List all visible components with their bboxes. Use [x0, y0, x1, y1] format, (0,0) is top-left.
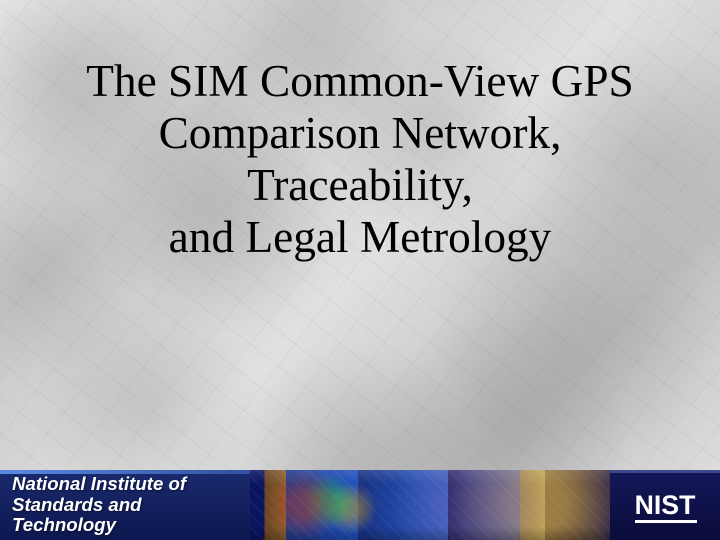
presentation-slide: The SIM Common-View GPS Comparison Netwo… [0, 0, 720, 540]
footer-bar: National Institute of Standards and Tech… [0, 470, 720, 540]
nist-logo: NIST [635, 490, 696, 521]
title-line-2: Comparison Network, [40, 107, 680, 159]
footer-institution-panel: National Institute of Standards and Tech… [0, 470, 250, 540]
footer-decorative-collage [250, 470, 610, 540]
institution-line-2: Standards and Technology [12, 495, 250, 536]
footer-logo-panel: NIST [610, 470, 720, 540]
title-line-1: The SIM Common-View GPS [40, 55, 680, 107]
institution-line-1: National Institute of [12, 474, 250, 495]
slide-title: The SIM Common-View GPS Comparison Netwo… [0, 55, 720, 264]
title-line-4: and Legal Metrology [40, 211, 680, 263]
title-line-3: Traceability, [40, 159, 680, 211]
